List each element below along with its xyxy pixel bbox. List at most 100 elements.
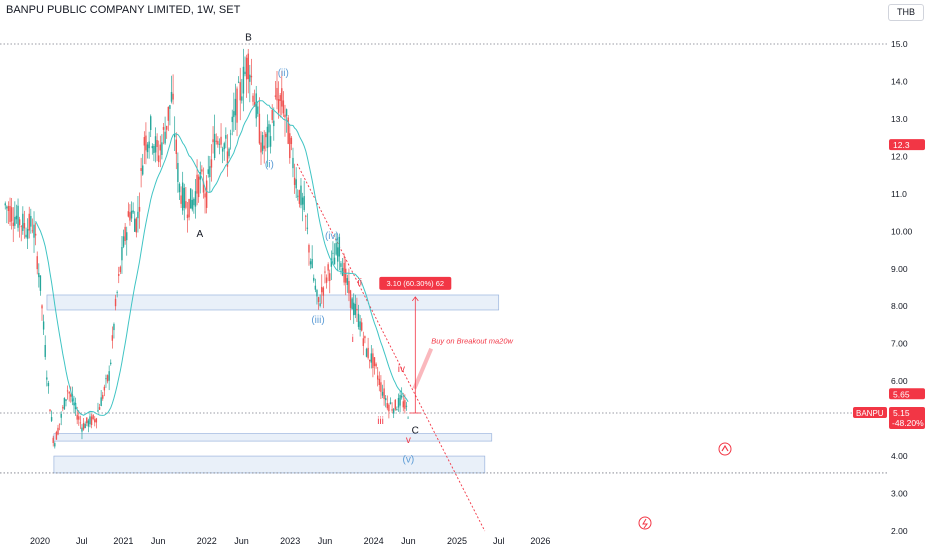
candle-body — [204, 193, 206, 198]
candle-body — [122, 236, 125, 247]
candle-body — [151, 146, 154, 149]
candle-body — [212, 139, 214, 143]
candle-body — [14, 216, 16, 226]
candle-body — [15, 215, 18, 220]
candle-body — [220, 136, 222, 145]
candle-body — [231, 116, 233, 123]
candle-body — [380, 382, 382, 392]
candle-body — [20, 226, 22, 228]
candle-body — [239, 82, 241, 101]
candle-body — [17, 205, 19, 228]
candle-body — [89, 416, 91, 425]
candle-body — [209, 166, 211, 178]
candle-body — [111, 335, 114, 341]
candle-body — [377, 375, 379, 380]
candle-body — [103, 386, 106, 391]
candle-body — [87, 420, 90, 427]
candle-body — [46, 377, 48, 380]
candle-body — [118, 274, 120, 276]
candle-body — [314, 285, 317, 290]
candle-body — [202, 181, 205, 193]
x-tick-label: 2022 — [197, 536, 217, 546]
candle-body — [55, 431, 58, 440]
candle-body — [258, 113, 261, 144]
x-tick-label: 2025 — [447, 536, 467, 546]
candle-body — [193, 198, 195, 206]
candle-body — [165, 125, 168, 130]
candle-body — [290, 137, 293, 145]
x-tick-label: 2023 — [280, 536, 300, 546]
candle-body — [207, 169, 209, 174]
candle-body — [33, 224, 35, 238]
x-tick-label: Jul — [76, 536, 88, 546]
candle-body — [381, 391, 384, 396]
candle-body — [242, 66, 245, 94]
candle-body — [161, 142, 163, 155]
candle-body — [365, 348, 368, 357]
candle-body — [332, 252, 334, 254]
wave-label: ii — [357, 278, 361, 289]
price-label-bg — [889, 388, 925, 400]
candle-body — [384, 398, 387, 401]
price-change-label: -48.20% — [892, 418, 924, 428]
candle-body — [132, 210, 134, 213]
candle-body — [30, 215, 32, 227]
candle-body — [367, 347, 369, 359]
candle-body — [194, 191, 197, 207]
candle-body — [389, 402, 392, 404]
price-label: 5.15 — [893, 408, 910, 418]
candle-body — [255, 93, 257, 119]
candle-body — [65, 399, 67, 402]
candle-body — [54, 443, 56, 447]
candle-body — [289, 133, 291, 159]
candle-body — [153, 145, 155, 154]
candle-body — [41, 305, 43, 309]
price-label-bg — [889, 406, 925, 429]
candle-body — [108, 371, 110, 381]
candle-body — [316, 290, 318, 297]
candle-body — [285, 109, 288, 116]
candle-body — [357, 313, 360, 327]
candle-body — [345, 268, 347, 283]
candle-body — [218, 143, 221, 145]
candle-body — [130, 210, 133, 219]
candle-body — [145, 135, 147, 151]
support-zone — [53, 433, 493, 442]
candle-body — [364, 336, 366, 339]
candle-body — [119, 266, 122, 273]
candle-body — [317, 297, 320, 303]
candle-body — [303, 196, 305, 210]
candle-body — [28, 213, 30, 231]
candle-body — [391, 409, 393, 411]
candle-body — [210, 159, 213, 168]
candle-body — [57, 427, 59, 435]
candle-body — [325, 277, 328, 283]
candle-body — [162, 126, 165, 130]
candle-body — [116, 292, 118, 293]
currency-button[interactable]: THB — [888, 4, 924, 21]
candle-body — [178, 183, 181, 193]
candle-body — [265, 133, 267, 138]
candle-body — [356, 308, 358, 311]
candle-body — [354, 303, 357, 315]
arrow-up-icon — [721, 444, 729, 452]
candle-body — [225, 135, 227, 139]
candle-body — [25, 234, 27, 238]
candle-body — [98, 407, 101, 410]
earnings-up-icon — [718, 442, 732, 456]
symbol-tag-bg — [853, 406, 887, 418]
candle-body — [319, 303, 321, 306]
candle-body — [400, 395, 403, 398]
candle-body — [82, 423, 85, 430]
candle-body — [253, 102, 256, 107]
down-trendline — [296, 163, 486, 532]
candle-body — [309, 261, 312, 265]
wave-label: (ii) — [278, 68, 289, 79]
candle-body — [39, 275, 42, 291]
candle-body — [375, 363, 377, 367]
candle-body — [346, 278, 349, 285]
candle-body — [263, 145, 265, 149]
candle-body — [324, 271, 326, 273]
y-tick-label: 14.0 — [891, 76, 908, 86]
